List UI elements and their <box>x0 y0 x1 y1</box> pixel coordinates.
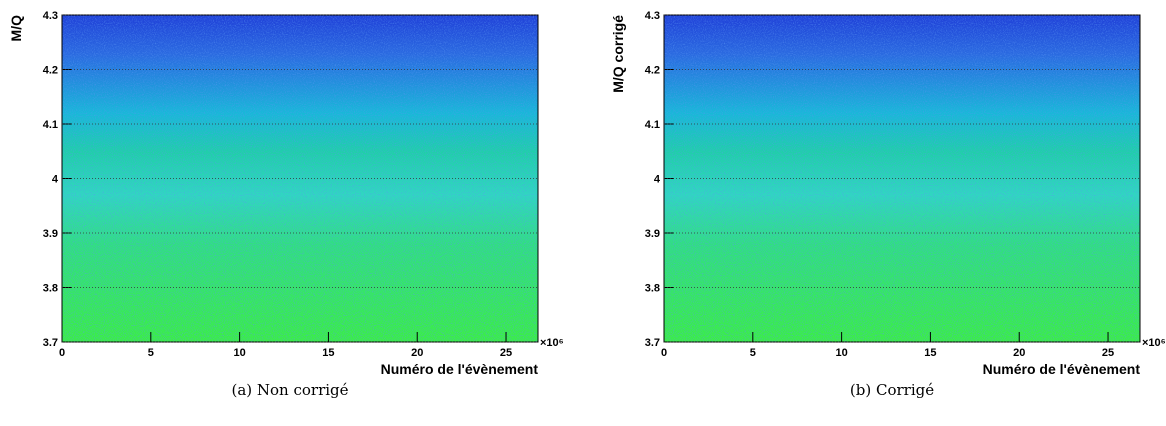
x-tick-label: 20 <box>411 347 423 359</box>
y-tick-label: 4.3 <box>645 10 660 22</box>
x-axis-label: Numéro de l'évènement <box>381 361 539 377</box>
y-tick-label: 3.9 <box>43 228 58 240</box>
y-tick-label: 4.2 <box>43 65 58 77</box>
x-axis-label: Numéro de l'évènement <box>983 361 1141 377</box>
y-tick-label: 3.8 <box>43 283 58 295</box>
y-tick-label: 4.2 <box>645 65 660 77</box>
x-tick-label: 10 <box>233 347 245 359</box>
x-tick-label: 5 <box>750 347 756 359</box>
y-axis-label: M/Q <box>8 15 24 42</box>
x-tick-label: 25 <box>1102 347 1114 359</box>
x-tick-label: 5 <box>148 347 154 359</box>
x-tick-label: 20 <box>1013 347 1025 359</box>
y-tick-label: 4 <box>654 174 661 186</box>
y-tick-label: 4.3 <box>43 10 58 22</box>
x-multiplier: ×10⁶ <box>1142 337 1166 349</box>
x-tick-label: 15 <box>924 347 936 359</box>
x-multiplier: ×10⁶ <box>540 337 564 349</box>
x-tick-label: 15 <box>322 347 334 359</box>
y-tick-label: 4 <box>52 174 59 186</box>
y-tick-label: 3.7 <box>645 337 660 349</box>
y-tick-label: 3.9 <box>645 228 660 240</box>
x-tick-label: 25 <box>500 347 512 359</box>
x-tick-label: 0 <box>59 347 65 359</box>
y-tick-label: 3.8 <box>645 283 660 295</box>
y-tick-label: 3.7 <box>43 337 58 349</box>
x-tick-label: 0 <box>661 347 667 359</box>
x-tick-label: 10 <box>835 347 847 359</box>
y-tick-label: 4.1 <box>645 119 660 131</box>
y-tick-label: 4.1 <box>43 119 58 131</box>
y-axis-label: M/Q corrigé <box>610 15 626 93</box>
caption: (a) Non corrigé <box>231 381 348 399</box>
caption: (b) Corrigé <box>850 381 934 399</box>
